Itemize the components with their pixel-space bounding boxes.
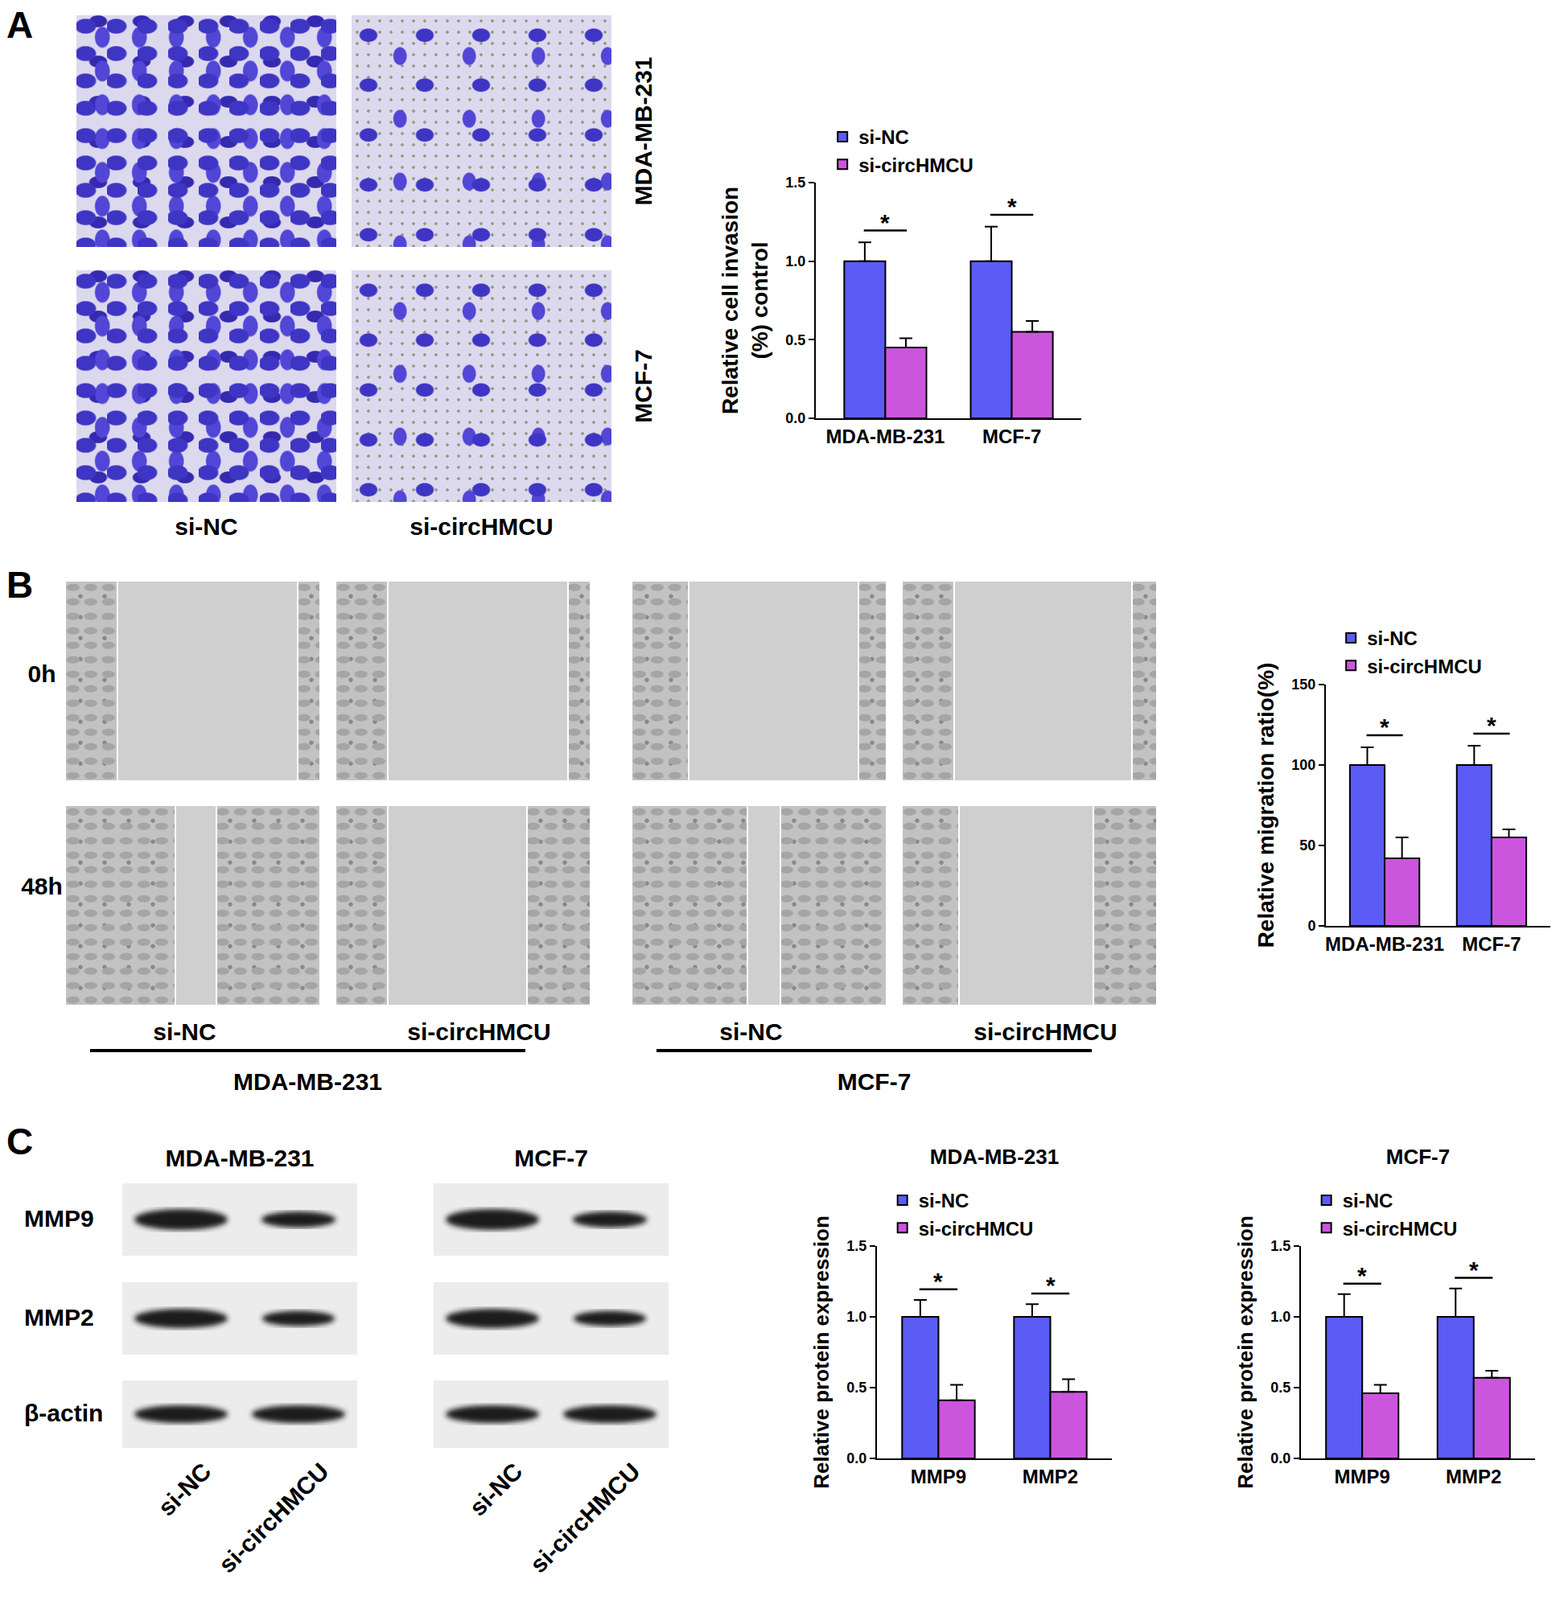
svg-text:MDA-MB-231: MDA-MB-231 — [825, 425, 945, 448]
svg-text:si-NC: si-NC — [918, 1189, 970, 1212]
html-text:si-circHMCU: si-circHMCU — [524, 1457, 645, 1579]
svg-text:si-circHMCU: si-circHMCU — [1366, 655, 1482, 678]
svg-text:*: * — [933, 1267, 943, 1295]
svg-text:Relative protein expression: Relative protein expression — [809, 1215, 834, 1490]
svg-text:Relative protein expression: Relative protein expression — [1233, 1215, 1258, 1490]
html-text:si-NC: si-NC — [153, 1018, 217, 1046]
html-text:0h: 0h — [27, 660, 56, 688]
svg-text:0.0: 0.0 — [1270, 1450, 1291, 1467]
svg-text:*: * — [1379, 713, 1390, 741]
svg-text:MMP9: MMP9 — [910, 1465, 967, 1488]
svg-text:*: * — [880, 209, 890, 236]
html-text:si-NC: si-NC — [719, 1018, 783, 1046]
svg-text:MMP2: MMP2 — [1022, 1465, 1079, 1488]
svg-text:si-circHMCU: si-circHMCU — [918, 1218, 1034, 1240]
svg-text:si-NC: si-NC — [858, 126, 910, 149]
html-text:si-circHMCU: si-circHMCU — [407, 1018, 551, 1046]
html-text:C: C — [6, 1120, 34, 1163]
svg-text:si-circHMCU: si-circHMCU — [1342, 1218, 1458, 1240]
html-text:MCF-7: MCF-7 — [837, 1068, 911, 1095]
svg-text:0.5: 0.5 — [785, 332, 806, 349]
html-text:β-actin: β-actin — [24, 1399, 104, 1427]
svg-text:si-NC: si-NC — [1342, 1189, 1394, 1212]
svg-text:MCF-7: MCF-7 — [982, 425, 1042, 448]
html-text:48h: 48h — [20, 872, 63, 900]
html-text:MDA-MB-231: MDA-MB-231 — [165, 1144, 315, 1172]
svg-text:MDA-MB-231: MDA-MB-231 — [930, 1144, 1059, 1169]
svg-text:1.5: 1.5 — [846, 1238, 867, 1255]
svg-text:1.0: 1.0 — [1270, 1308, 1291, 1326]
svg-text:si-circHMCU: si-circHMCU — [858, 154, 974, 177]
svg-text:50: 50 — [1299, 837, 1316, 854]
svg-text:1.0: 1.0 — [785, 253, 806, 270]
svg-text:MMP2: MMP2 — [1445, 1465, 1502, 1488]
svg-text:Relative cell invasion(%) cont: Relative cell invasion(%) control — [717, 186, 772, 415]
html-text:MDA-MB-231: MDA-MB-231 — [233, 1068, 383, 1095]
html-text:MCF-7: MCF-7 — [514, 1144, 588, 1172]
html-text:si-NC: si-NC — [174, 513, 238, 540]
svg-text:*: * — [1469, 1256, 1479, 1284]
svg-text:0.0: 0.0 — [785, 410, 806, 427]
html-text:MDA-MB-231: MDA-MB-231 — [629, 56, 657, 206]
svg-text:1.5: 1.5 — [785, 174, 806, 191]
html-text:si-circHMCU: si-circHMCU — [973, 1018, 1118, 1046]
html-text:si-NC: si-NC — [463, 1457, 528, 1522]
svg-text:*: * — [1007, 193, 1017, 220]
svg-text:MCF-7: MCF-7 — [1461, 933, 1521, 955]
svg-text:si-NC: si-NC — [1366, 627, 1418, 650]
html-text:si-circHMCU: si-circHMCU — [409, 513, 554, 540]
html-text:A: A — [6, 4, 34, 46]
html-text:si-circHMCU: si-circHMCU — [213, 1457, 334, 1579]
svg-text:MDA-MB-231: MDA-MB-231 — [1325, 933, 1445, 955]
svg-text:MCF-7: MCF-7 — [1386, 1144, 1450, 1169]
svg-text:*: * — [1486, 712, 1497, 739]
svg-text:*: * — [1357, 1262, 1367, 1289]
svg-text:0.0: 0.0 — [846, 1450, 867, 1467]
svg-text:0: 0 — [1307, 917, 1316, 935]
svg-text:Relative migration ratio(%): Relative migration ratio(%) — [1253, 662, 1279, 949]
svg-text:0.5: 0.5 — [846, 1379, 867, 1396]
svg-text:*: * — [1045, 1271, 1056, 1299]
svg-text:1.0: 1.0 — [846, 1308, 867, 1326]
svg-text:MMP9: MMP9 — [1334, 1465, 1391, 1488]
html-text:B: B — [6, 563, 34, 606]
html-text:MMP2: MMP2 — [24, 1304, 94, 1331]
svg-text:0.5: 0.5 — [1270, 1379, 1291, 1396]
svg-text:100: 100 — [1291, 757, 1316, 774]
html-text:MMP9: MMP9 — [24, 1205, 94, 1232]
html-text:MCF-7: MCF-7 — [629, 349, 657, 424]
svg-text:1.5: 1.5 — [1270, 1238, 1291, 1255]
html-text:si-NC: si-NC — [152, 1457, 216, 1522]
svg-text:150: 150 — [1291, 676, 1316, 693]
